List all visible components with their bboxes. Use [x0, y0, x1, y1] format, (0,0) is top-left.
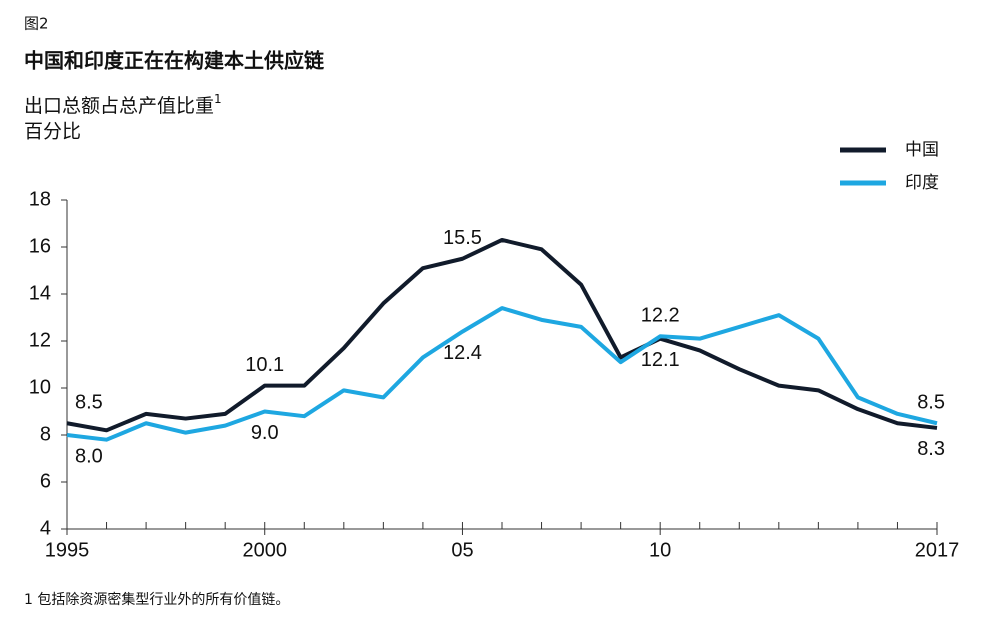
data-label: 12.4 — [443, 342, 482, 364]
subtitle: 出口总额占总产值比重1 — [24, 92, 222, 117]
figure-label: 图2 — [24, 15, 49, 33]
x-tick-label: 2017 — [915, 539, 960, 561]
data-label: 8.0 — [75, 445, 103, 467]
data-label: 10.1 — [245, 354, 284, 376]
x-tick-label: 05 — [451, 539, 473, 561]
series-line — [66, 237, 938, 433]
y-tick-label: 4 — [40, 517, 51, 539]
data-label: 8.5 — [75, 392, 103, 414]
y-tick-label: 10 — [29, 376, 51, 398]
y-tick-label: 6 — [40, 470, 51, 492]
y-tick-label: 16 — [29, 235, 51, 257]
data-label: 12.1 — [641, 349, 680, 371]
x-tick-label: 1995 — [45, 539, 90, 561]
x-tick-label: 2000 — [242, 539, 287, 561]
y-tick-label: 18 — [29, 188, 51, 210]
chart-title: 中国和印度正在在构建本土供应链 — [24, 49, 325, 73]
subtitle-text: 出口总额占总产值比重 — [24, 95, 214, 117]
unit-label: 百分比 — [24, 121, 81, 143]
footnote: 1 包括除资源密集型行业外的所有价值链。 — [24, 591, 289, 608]
legend-label: 印度 — [905, 173, 939, 193]
y-tick-label: 14 — [29, 282, 51, 304]
data-label: 9.0 — [251, 422, 279, 444]
data-label: 8.5 — [917, 392, 945, 414]
legend-label: 中国 — [905, 140, 939, 160]
data-label: 15.5 — [443, 227, 482, 249]
data-label: 12.2 — [641, 305, 680, 327]
y-tick-label: 8 — [40, 423, 51, 445]
y-tick-label: 12 — [29, 329, 51, 351]
series-line — [66, 306, 938, 442]
x-tick-label: 10 — [649, 539, 671, 561]
data-label: 8.3 — [917, 438, 945, 460]
subtitle-sup: 1 — [214, 92, 222, 106]
